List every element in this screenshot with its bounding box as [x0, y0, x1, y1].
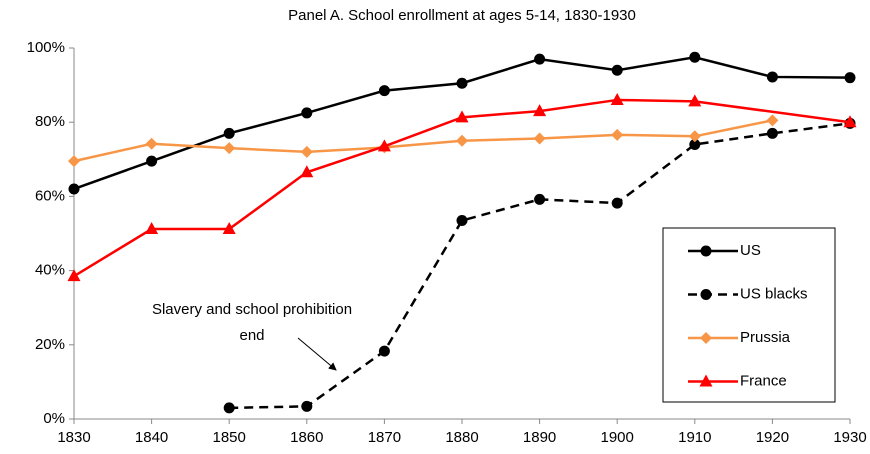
point — [300, 165, 314, 178]
x-tick-label: 1870 — [368, 429, 401, 446]
point — [533, 104, 547, 117]
x-tick-label: 1920 — [756, 429, 789, 446]
point — [145, 137, 158, 150]
point — [67, 269, 81, 282]
legend-label: France — [740, 372, 787, 389]
point — [689, 51, 701, 63]
x-tick-label: 1890 — [523, 429, 556, 446]
series-line — [73, 98, 851, 278]
x-tick-label: 1880 — [445, 429, 478, 446]
point — [699, 374, 713, 387]
point — [378, 345, 390, 357]
point — [766, 127, 778, 139]
y-tick-label: 100% — [27, 39, 65, 56]
point — [145, 222, 159, 235]
x-tick-label: 1830 — [57, 429, 90, 446]
point — [68, 155, 80, 168]
y-tick-label: 60% — [35, 187, 65, 204]
legend-label: US — [740, 242, 761, 259]
point — [301, 400, 313, 412]
point — [611, 128, 624, 141]
point — [378, 85, 390, 97]
point — [455, 110, 469, 123]
point — [611, 64, 623, 76]
point — [688, 94, 702, 107]
y-tick-label: 80% — [35, 113, 65, 130]
x-tick-label: 1900 — [601, 429, 634, 446]
point — [534, 193, 546, 205]
point — [377, 139, 391, 152]
x-tick-label: 1840 — [135, 429, 168, 446]
point — [766, 71, 778, 83]
point — [146, 155, 158, 167]
point — [689, 138, 701, 150]
y-tick-label: 40% — [35, 262, 65, 279]
point — [844, 72, 856, 84]
point — [68, 183, 80, 195]
point — [223, 142, 236, 155]
legend-box — [662, 227, 836, 403]
legend-label: Prussia — [740, 329, 791, 346]
point — [700, 289, 712, 300]
series-line — [73, 55, 851, 191]
annotation: end — [239, 327, 264, 344]
y-tick-label: 20% — [35, 336, 65, 353]
point — [456, 134, 468, 147]
y-tick-label: 0% — [43, 410, 65, 427]
point — [610, 92, 624, 105]
point — [700, 332, 712, 344]
annotation-arrow — [297, 337, 337, 371]
x-tick-label: 1860 — [290, 429, 323, 446]
point — [222, 222, 236, 235]
legend-label: US blacks — [740, 285, 808, 302]
point — [766, 114, 779, 127]
point — [533, 132, 546, 145]
point — [223, 402, 235, 414]
point — [456, 77, 468, 89]
point — [700, 245, 712, 257]
point — [300, 145, 313, 158]
point — [301, 107, 313, 119]
point — [611, 197, 623, 209]
point — [223, 127, 235, 139]
point — [688, 130, 701, 143]
point — [456, 215, 468, 227]
annotation: Slavery and school prohibition — [152, 301, 352, 318]
x-tick-label: 1910 — [678, 429, 711, 446]
chart-title: Panel A. School enrollment at ages 5-14,… — [288, 7, 636, 24]
point — [534, 53, 546, 65]
point — [843, 115, 857, 128]
x-tick-label: 1850 — [213, 429, 246, 446]
x-tick-label: 1930 — [833, 429, 866, 446]
series-line — [73, 119, 773, 163]
